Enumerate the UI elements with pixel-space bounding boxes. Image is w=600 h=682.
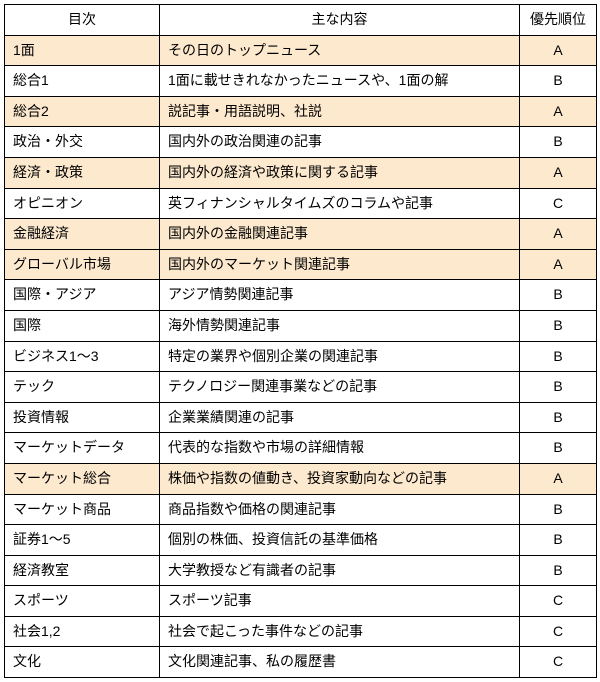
cell-section: 投資情報 [5,402,160,433]
cell-section: スポーツ [5,586,160,617]
cell-desc: 1面に載せきれなかったニュースや、1面の解 [160,66,520,97]
cell-priority: B [520,433,597,464]
cell-desc: 英フィナンシャルタイムズのコラムや記事 [160,188,520,219]
cell-section: マーケット総合 [5,463,160,494]
cell-priority: B [520,555,597,586]
cell-section: 文化 [5,647,160,678]
cell-priority: C [520,586,597,617]
table-row: スポーツスポーツ記事C [5,586,597,617]
cell-priority: A [520,96,597,127]
cell-desc: 国内外の経済や政策に関する記事 [160,157,520,188]
cell-priority: B [520,372,597,403]
table-row: 総合2説記事・用語説明、社説A [5,96,597,127]
cell-desc: 商品指数や価格の関連記事 [160,494,520,525]
table-row: マーケット総合株価や指数の値動き、投資家動向などの記事A [5,463,597,494]
cell-desc: 代表的な指数や市場の詳細情報 [160,433,520,464]
cell-priority: B [520,341,597,372]
table-row: 文化文化関連記事、私の履歴書C [5,647,597,678]
cell-priority: B [520,127,597,158]
cell-priority: A [520,463,597,494]
cell-section: グローバル市場 [5,249,160,280]
table-row: ビジネス1〜3特定の業界や個別企業の関連記事B [5,341,597,372]
cell-desc: 海外情勢関連記事 [160,310,520,341]
table-row: 政治・外交国内外の政治関連の記事B [5,127,597,158]
cell-priority: A [520,157,597,188]
col-header-section: 目次 [5,5,160,36]
cell-desc: その日のトップニュース [160,35,520,66]
newspaper-sections-table: 目次 主な内容 優先順位 1面その日のトップニュースA総合11面に載せきれなかっ… [4,4,597,678]
table-row: 経済教室大学教授など有識者の記事B [5,555,597,586]
table-row: 経済・政策国内外の経済や政策に関する記事A [5,157,597,188]
cell-desc: 株価や指数の値動き、投資家動向などの記事 [160,463,520,494]
cell-section: 総合2 [5,96,160,127]
cell-priority: B [520,310,597,341]
cell-section: 経済・政策 [5,157,160,188]
cell-priority: B [520,280,597,311]
cell-section: 金融経済 [5,219,160,250]
table-row: 証券1〜5個別の株価、投資信託の基準価格B [5,525,597,556]
cell-section: ビジネス1〜3 [5,341,160,372]
table-row: 国際海外情勢関連記事B [5,310,597,341]
cell-section: 経済教室 [5,555,160,586]
cell-priority: A [520,35,597,66]
table-row: マーケットデータ代表的な指数や市場の詳細情報B [5,433,597,464]
cell-desc: 国内外の政治関連の記事 [160,127,520,158]
cell-section: 社会1,2 [5,616,160,647]
table-row: グローバル市場国内外のマーケット関連記事A [5,249,597,280]
table-row: 投資情報企業業績関連の記事B [5,402,597,433]
table-row: 国際・アジアアジア情勢関連記事B [5,280,597,311]
cell-priority: A [520,249,597,280]
cell-section: テック [5,372,160,403]
cell-desc: 社会で起こった事件などの記事 [160,616,520,647]
cell-desc: 特定の業界や個別企業の関連記事 [160,341,520,372]
table-row: 総合11面に載せきれなかったニュースや、1面の解B [5,66,597,97]
cell-desc: テクノロジー関連事業などの記事 [160,372,520,403]
cell-section: マーケット商品 [5,494,160,525]
cell-priority: A [520,219,597,250]
cell-priority: C [520,647,597,678]
table-row: 金融経済国内外の金融関連記事A [5,219,597,250]
table-row: マーケット商品商品指数や価格の関連記事B [5,494,597,525]
cell-desc: 文化関連記事、私の履歴書 [160,647,520,678]
cell-priority: C [520,616,597,647]
cell-priority: C [520,188,597,219]
cell-priority: B [520,402,597,433]
cell-priority: B [520,525,597,556]
cell-section: マーケットデータ [5,433,160,464]
cell-priority: B [520,494,597,525]
cell-desc: 個別の株価、投資信託の基準価格 [160,525,520,556]
col-header-desc: 主な内容 [160,5,520,36]
cell-section: 1面 [5,35,160,66]
table-header-row: 目次 主な内容 優先順位 [5,5,597,36]
cell-desc: 国内外の金融関連記事 [160,219,520,250]
cell-priority: B [520,66,597,97]
table-row: オピニオン英フィナンシャルタイムズのコラムや記事C [5,188,597,219]
cell-desc: アジア情勢関連記事 [160,280,520,311]
cell-section: 国際 [5,310,160,341]
cell-desc: 説記事・用語説明、社説 [160,96,520,127]
table-row: 1面その日のトップニュースA [5,35,597,66]
cell-section: オピニオン [5,188,160,219]
cell-section: 国際・アジア [5,280,160,311]
cell-desc: 国内外のマーケット関連記事 [160,249,520,280]
cell-section: 証券1〜5 [5,525,160,556]
cell-desc: スポーツ記事 [160,586,520,617]
cell-section: 政治・外交 [5,127,160,158]
col-header-priority: 優先順位 [520,5,597,36]
table-row: 社会1,2社会で起こった事件などの記事C [5,616,597,647]
cell-desc: 大学教授など有識者の記事 [160,555,520,586]
table-row: テックテクノロジー関連事業などの記事B [5,372,597,403]
cell-desc: 企業業績関連の記事 [160,402,520,433]
cell-section: 総合1 [5,66,160,97]
